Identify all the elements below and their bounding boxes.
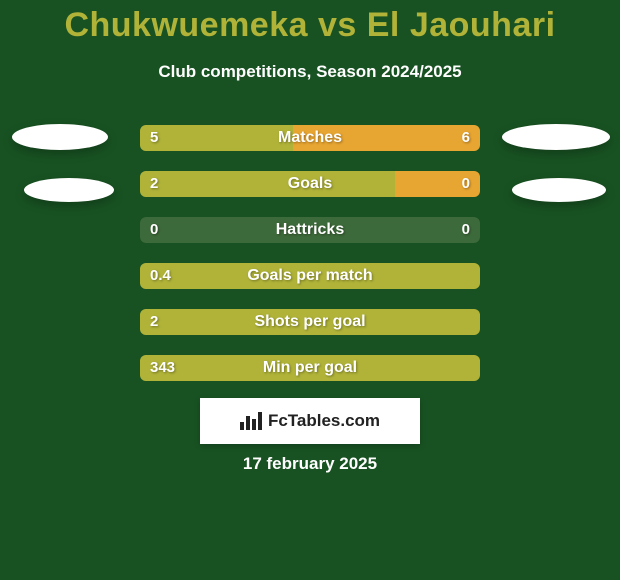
stat-row: Goals per match0.4 — [140, 263, 480, 289]
stat-row: Matches56 — [140, 125, 480, 151]
player-avatar-right-1 — [502, 124, 610, 150]
branding-badge: FcTables.com — [200, 398, 420, 444]
stat-bars: Matches56 Goals20 Hattricks00 Goals per mat… — [140, 125, 480, 401]
stat-row: Min per goal343 — [140, 355, 480, 381]
chart-icon — [240, 412, 262, 430]
player-avatar-right-2 — [512, 178, 606, 202]
player-avatar-left-2 — [24, 178, 114, 202]
comparison-infographic: Chukwuemeka vs El Jaouhari Club competit… — [0, 0, 620, 580]
page-title: Chukwuemeka vs El Jaouhari — [0, 6, 620, 45]
stat-row: Shots per goal2 — [140, 309, 480, 335]
page-subtitle: Club competitions, Season 2024/2025 — [0, 62, 620, 82]
branding-label: FcTables.com — [268, 411, 380, 431]
stat-bar-right — [395, 171, 480, 197]
stat-bar-left — [140, 125, 293, 151]
infographic-date: 17 february 2025 — [0, 454, 620, 474]
stat-bar-left — [140, 263, 480, 289]
stat-track — [140, 217, 480, 243]
stat-bar-left — [140, 171, 395, 197]
stat-bar-right — [293, 125, 480, 151]
stat-bar-left — [140, 309, 480, 335]
stat-row: Hattricks00 — [140, 217, 480, 243]
stat-row: Goals20 — [140, 171, 480, 197]
player-avatar-left-1 — [12, 124, 108, 150]
stat-bar-left — [140, 355, 480, 381]
